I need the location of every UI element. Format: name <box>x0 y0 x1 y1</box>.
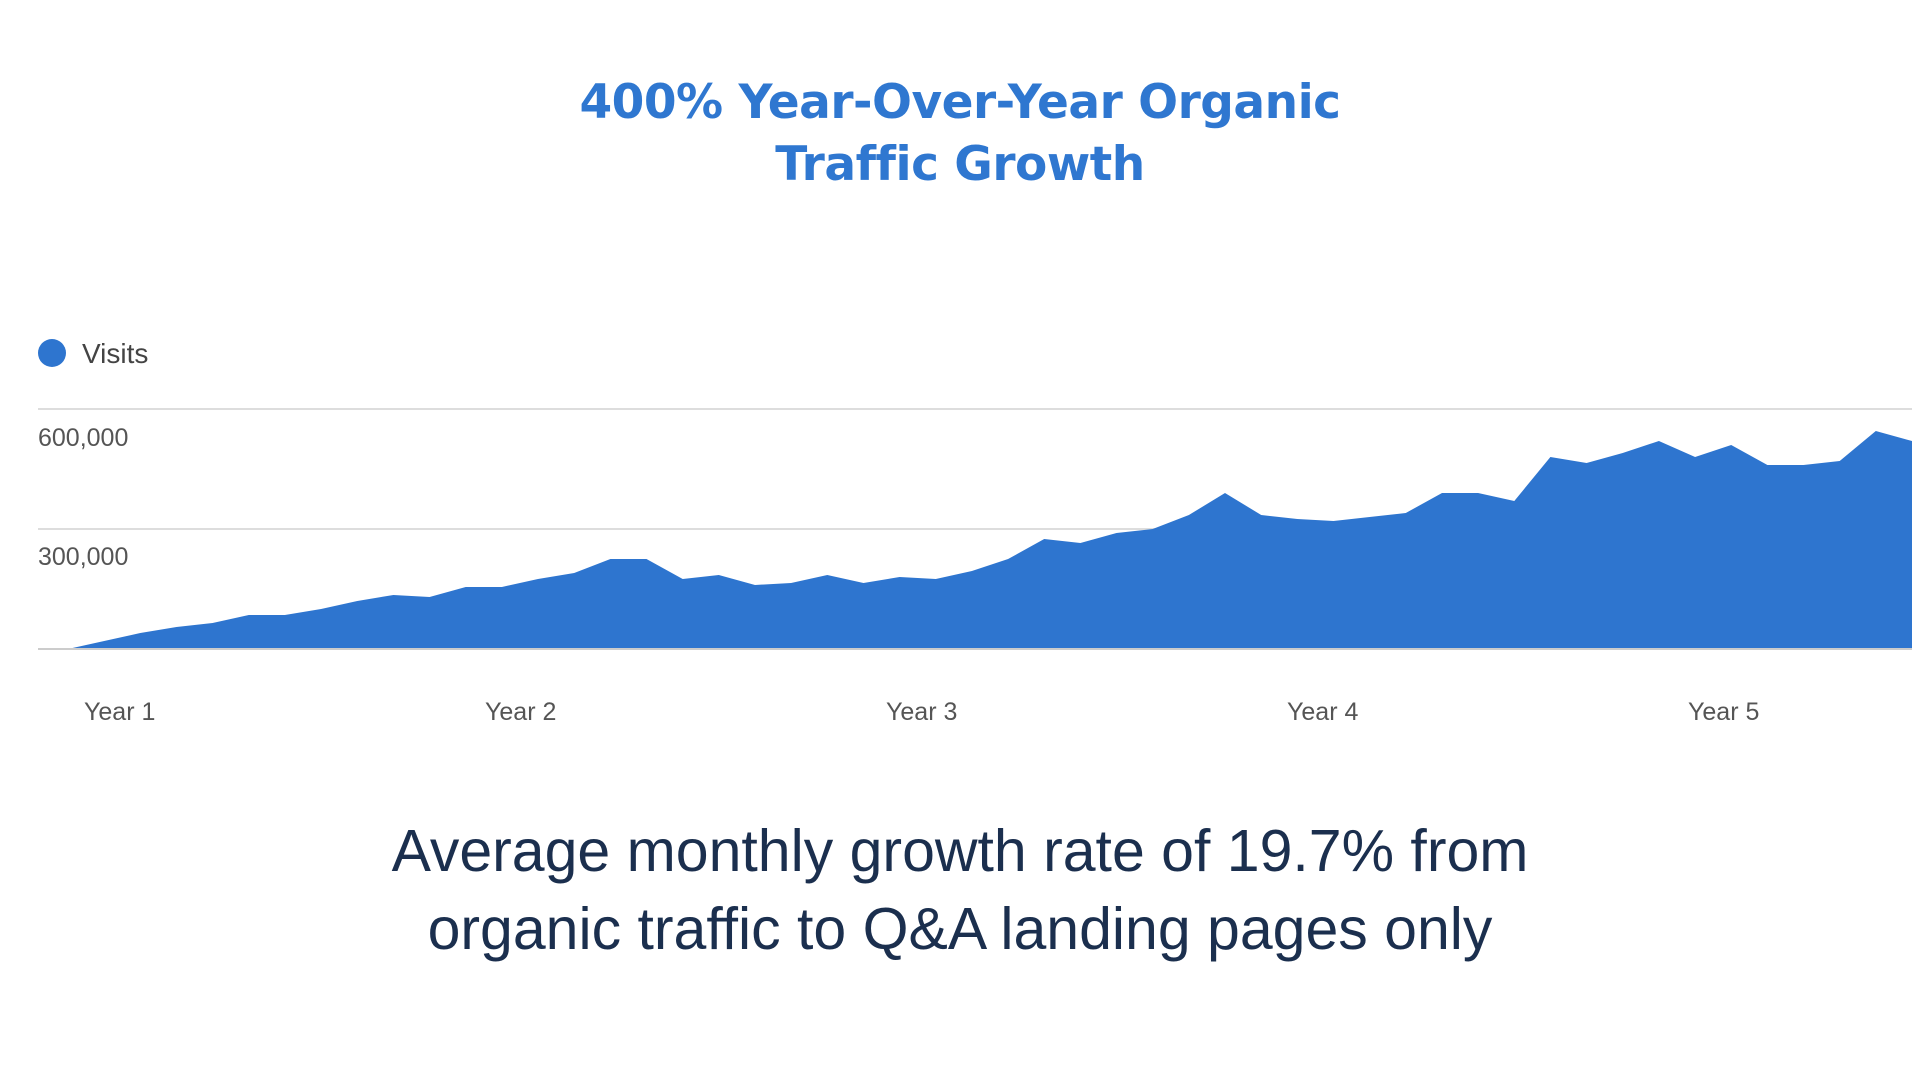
x-tick-label-year-2: Year 2 <box>485 698 556 726</box>
chart-title: 400% Year-Over-Year Organic Traffic Grow… <box>0 72 1920 196</box>
legend-visits-marker <box>38 339 66 367</box>
x-tick-label-year-5: Year 5 <box>1688 698 1759 726</box>
x-tick-label-year-1: Year 1 <box>84 698 155 726</box>
x-axis: Year 1 Year 2 Year 3 Year 4 Year 5 <box>84 698 1759 726</box>
chart-legend: Visits <box>38 338 148 369</box>
visits-area-chart: Visits 300,000 600,000 Year 1 Year 2 Year 3… <box>38 338 1912 726</box>
chart-title-line-2: Traffic Growth <box>775 137 1145 192</box>
x-tick-label-year-3: Year 3 <box>886 698 957 726</box>
growth-caption-line-1: Average monthly growth rate of 19.7% fro… <box>391 818 1529 884</box>
visits-area-series <box>38 431 1912 649</box>
y-tick-label-300000: 300,000 <box>38 543 128 571</box>
x-tick-label-year-4: Year 4 <box>1287 698 1358 726</box>
area-layer <box>38 431 1912 650</box>
y-tick-label-600000: 600,000 <box>38 424 128 452</box>
growth-caption: Average monthly growth rate of 19.7% fro… <box>0 812 1920 968</box>
legend-visits-label: Visits <box>82 338 148 369</box>
y-axis: 300,000 600,000 <box>38 424 128 571</box>
growth-caption-line-2: organic traffic to Q&A landing pages onl… <box>427 896 1493 962</box>
chart-title-line-1: 400% Year-Over-Year Organic <box>579 75 1341 130</box>
